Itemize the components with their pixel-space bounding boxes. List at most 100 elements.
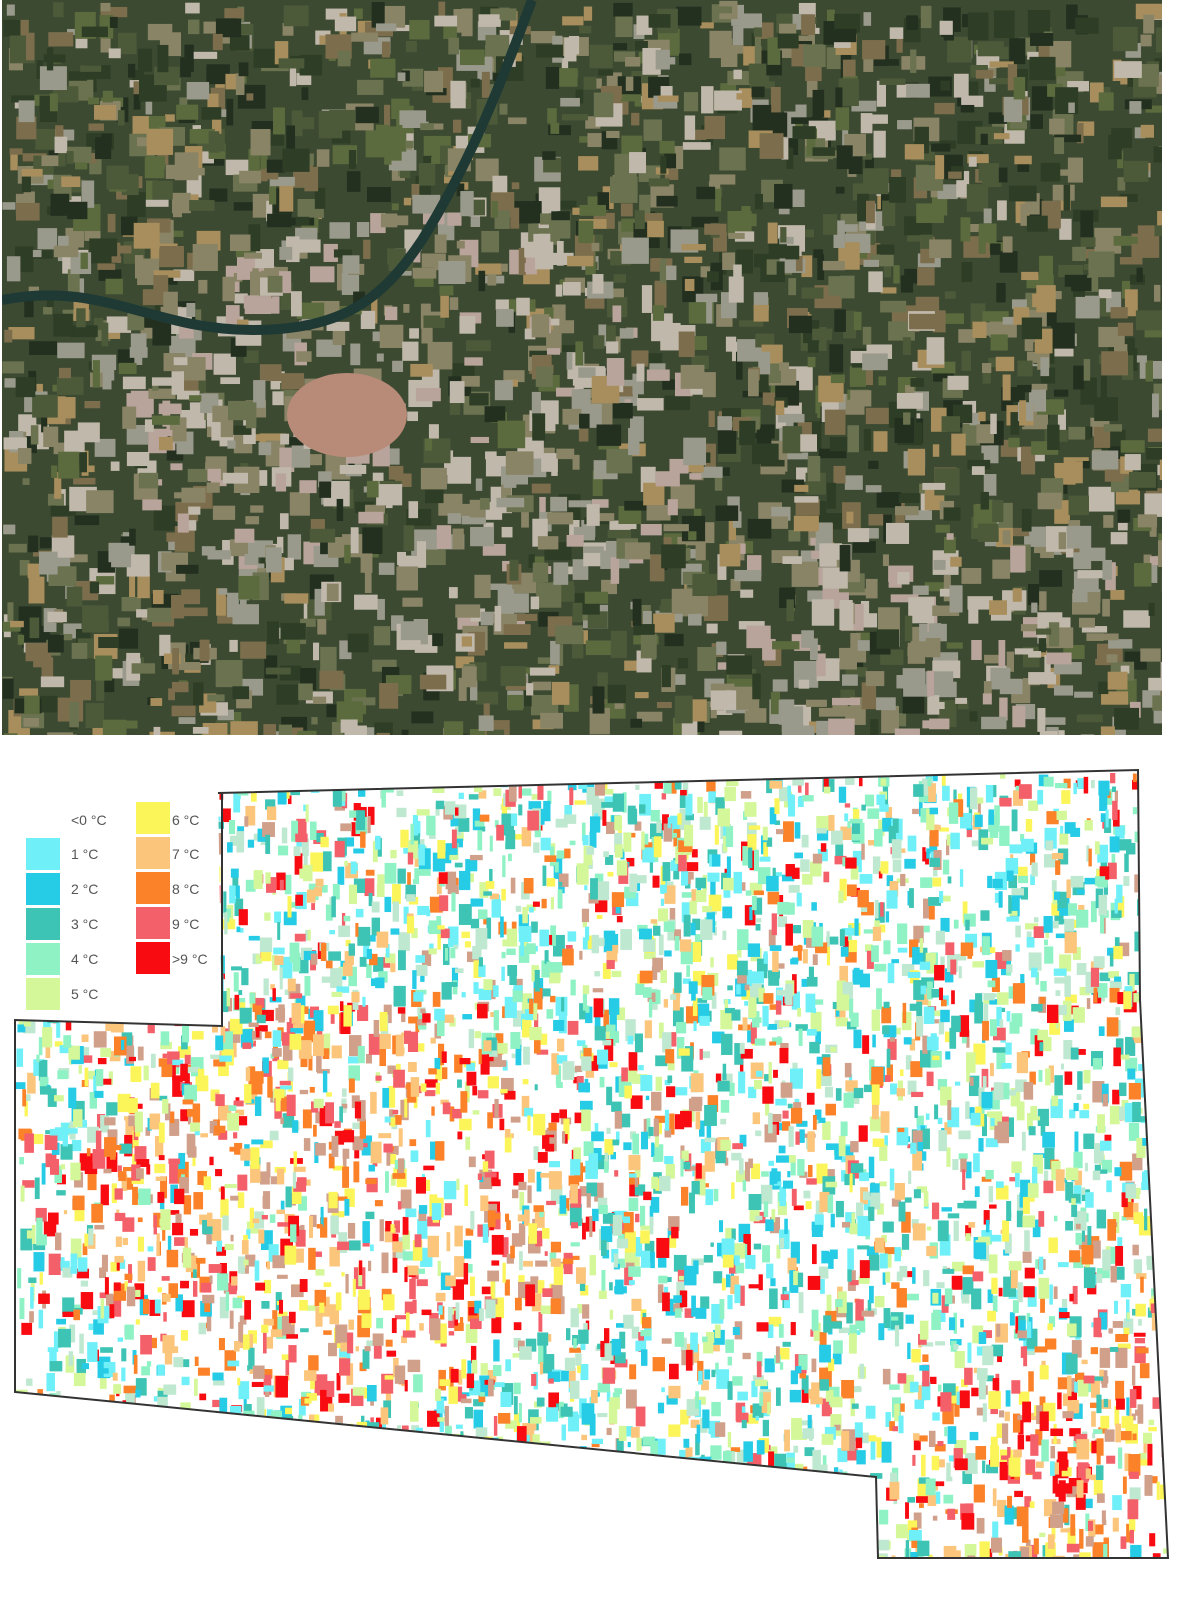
land-parcel	[843, 310, 857, 339]
temperature-cell	[760, 1184, 773, 1204]
temperature-cell	[1073, 1049, 1086, 1055]
temperature-cell	[1134, 1346, 1146, 1364]
land-parcel	[287, 437, 304, 446]
temperature-cell	[401, 1012, 406, 1023]
land-parcel	[556, 241, 564, 266]
land-parcel	[136, 137, 148, 147]
land-parcel	[1098, 681, 1109, 695]
temperature-cell	[542, 1335, 547, 1357]
land-parcel	[685, 464, 704, 473]
temperature-cell	[321, 1442, 330, 1448]
land-parcel	[847, 425, 859, 453]
temperature-cell	[943, 1494, 954, 1504]
land-parcel	[655, 49, 670, 70]
land-parcel	[688, 531, 697, 541]
temperature-cell	[334, 1485, 342, 1508]
temperature-cell	[835, 843, 844, 864]
land-parcel	[188, 506, 201, 515]
temperature-cell	[1171, 1099, 1175, 1115]
land-parcel	[578, 220, 594, 244]
temperature-cell	[480, 1195, 489, 1212]
temperature-cell	[1020, 887, 1029, 900]
temperature-cell	[54, 1095, 64, 1102]
temperature-cell	[16, 1411, 21, 1419]
land-parcel	[464, 357, 483, 366]
land-parcel	[990, 243, 1001, 255]
land-parcel	[246, 93, 254, 101]
land-parcel	[704, 115, 726, 140]
temperature-cell	[137, 1545, 145, 1558]
temperature-cell	[801, 978, 808, 987]
temperature-cell	[885, 1412, 891, 1427]
temperature-cell	[981, 1114, 987, 1137]
land-parcel	[862, 326, 872, 345]
temperature-cell	[981, 1176, 992, 1182]
land-parcel	[41, 405, 48, 433]
land-parcel	[968, 156, 977, 167]
land-parcel	[123, 720, 138, 729]
land-parcel	[325, 8, 348, 20]
temperature-cell	[804, 1447, 815, 1457]
land-parcel	[452, 119, 462, 133]
land-parcel	[66, 151, 74, 164]
temperature-cell	[200, 1133, 208, 1138]
land-parcel	[440, 295, 449, 318]
land-parcel	[943, 507, 961, 521]
temperature-cell	[16, 1048, 24, 1067]
land-parcel	[1124, 289, 1138, 317]
land-parcel	[536, 582, 562, 608]
land-parcel	[43, 426, 59, 448]
temperature-cell	[518, 1181, 527, 1191]
land-parcel	[250, 129, 271, 156]
land-parcel	[700, 22, 714, 29]
temperature-cell	[679, 808, 691, 830]
land-parcel	[222, 472, 249, 484]
land-parcel	[967, 154, 989, 164]
temperature-cell	[885, 807, 893, 820]
temperature-cell	[872, 856, 881, 874]
temperature-cell	[1026, 1313, 1031, 1323]
land-parcel	[778, 204, 790, 215]
land-parcel	[287, 534, 302, 560]
temperature-cell	[385, 1386, 392, 1404]
land-parcel	[170, 463, 183, 471]
temperature-cell	[81, 1011, 87, 1017]
temperature-cell	[791, 1475, 795, 1491]
land-parcel	[1124, 454, 1141, 471]
temperature-cell	[387, 1154, 397, 1165]
temperature-cell	[651, 989, 661, 1005]
land-parcel	[122, 406, 137, 429]
land-parcel	[982, 693, 992, 705]
temperature-cell	[494, 820, 499, 828]
land-parcel	[289, 65, 297, 87]
temperature-cell	[849, 818, 863, 824]
temperature-cell	[777, 916, 788, 928]
land-parcel	[944, 313, 965, 324]
land-parcel	[648, 178, 670, 187]
temperature-cell	[403, 906, 409, 924]
land-parcel	[392, 360, 404, 372]
temperature-cell	[303, 854, 308, 868]
land-parcel	[100, 6, 128, 18]
land-parcel	[715, 505, 739, 521]
land-parcel	[1113, 235, 1132, 246]
temperature-cell	[787, 1257, 797, 1274]
temperature-cell	[238, 990, 243, 996]
temperature-cell	[43, 1221, 57, 1237]
temperature-cell	[572, 1255, 580, 1260]
temperature-cell	[1079, 986, 1091, 996]
temperature-cell	[513, 1478, 519, 1497]
temperature-cell	[708, 1493, 717, 1512]
land-parcel	[202, 723, 228, 735]
temperature-cell	[122, 1166, 134, 1172]
temperature-cell	[1056, 810, 1067, 820]
land-parcel	[350, 343, 361, 366]
land-parcel	[710, 690, 737, 710]
land-parcel	[80, 252, 88, 269]
temperature-cell	[435, 1292, 446, 1302]
land-parcel	[1003, 96, 1023, 123]
land-parcel	[725, 336, 737, 352]
land-parcel	[736, 93, 743, 100]
temperature-cell	[199, 1411, 204, 1417]
land-parcel	[461, 8, 473, 37]
